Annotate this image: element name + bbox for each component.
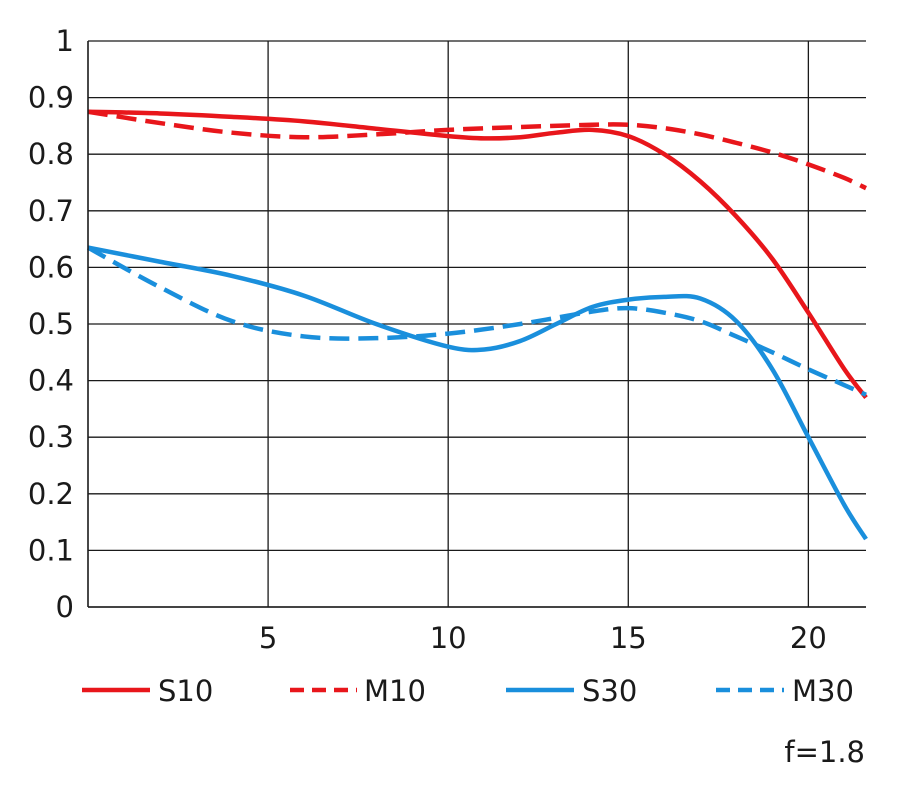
aperture-annotation: f=1.8: [784, 735, 865, 769]
plot-frame: [87, 41, 866, 608]
y-tick-label: 0.3: [28, 420, 74, 454]
x-tick-label: 20: [790, 621, 827, 655]
legend-item-m30: M30: [716, 674, 854, 708]
y-tick-label: 0.4: [28, 364, 74, 398]
y-tick-label: 0.8: [28, 137, 74, 171]
legend-label: M10: [364, 674, 426, 708]
series-lines: [86, 109, 868, 541]
y-tick-label: 1: [56, 24, 74, 58]
y-tick-label: 0.5: [28, 307, 74, 341]
legend-item-m10: M10: [290, 674, 426, 708]
legend-label: S30: [582, 674, 637, 708]
legend-label: S10: [158, 674, 213, 708]
x-tick-label: 5: [259, 621, 277, 655]
legend-item-s10: S10: [82, 674, 213, 708]
legend: S10 M10 S30 M30: [82, 674, 854, 708]
series-line-m30: [86, 245, 867, 397]
y-tick-label: 0.1: [28, 533, 74, 567]
y-tick-label: 0: [56, 590, 74, 624]
grid: [88, 40, 866, 608]
x-tick-label: 10: [430, 621, 467, 655]
series-line-s10: [87, 109, 868, 399]
series-line-s30: [87, 245, 868, 541]
legend-label: M30: [792, 674, 854, 708]
y-tick-label: 0.9: [28, 81, 74, 115]
x-tick-label: 15: [610, 621, 647, 655]
y-tick-label: 0.6: [28, 250, 74, 284]
legend-item-s30: S30: [506, 674, 637, 708]
series-line-m10: [87, 109, 867, 191]
y-tick-label: 0.2: [28, 477, 74, 511]
tick-labels: 00.10.20.30.40.50.60.70.80.915 10 15 20: [28, 24, 827, 655]
y-tick-label: 0.7: [28, 194, 74, 228]
